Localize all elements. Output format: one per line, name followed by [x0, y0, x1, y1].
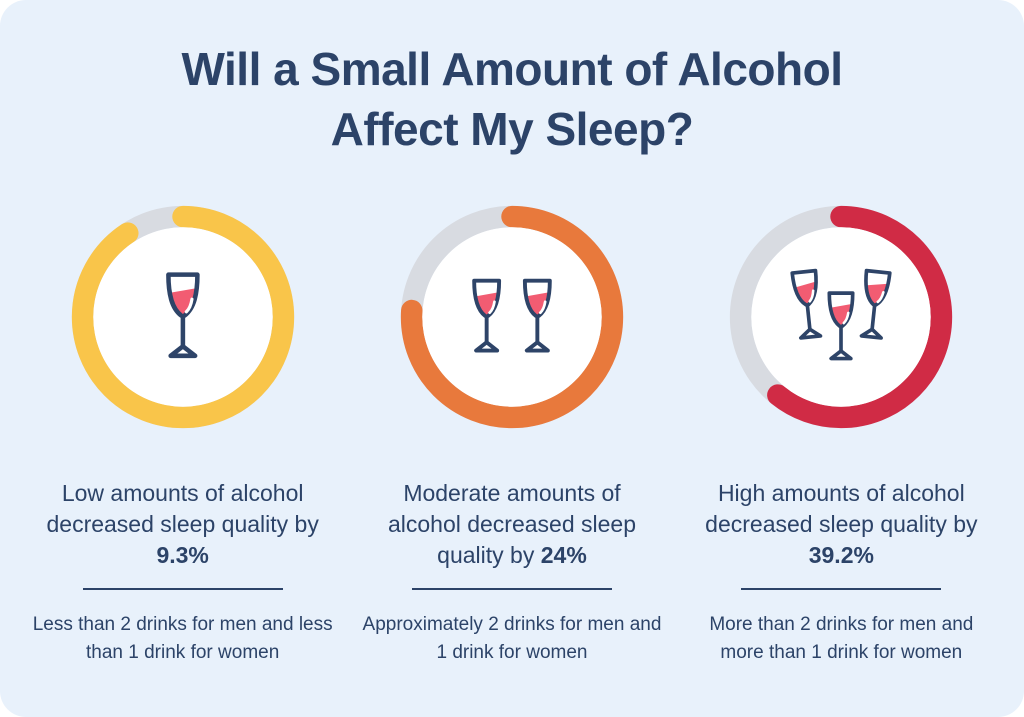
gauge-caption-low: Low amounts of alcohol decreased sleep q… [38, 478, 328, 572]
stat-value-high: 39.2% [808, 542, 874, 569]
gauge-caption-high: High amounts of alcohol decreased sleep … [696, 478, 986, 572]
gauge-card-high: High amounts of alcohol decreased sleep … [677, 200, 1006, 667]
caption-text: Low amounts of alcohol decreased sleep q… [46, 479, 319, 537]
gauge-inner-disc [422, 226, 602, 407]
caption-text: High amounts of alcohol decreased sleep … [705, 479, 978, 537]
divider-line [411, 588, 612, 591]
page-title: Will a Small Amount of Alcohol Affect My… [0, 40, 1024, 160]
caption-text: Moderate amounts of alcohol decreased sl… [387, 479, 637, 569]
donut-gauge-high [730, 205, 953, 428]
stat-value-moderate: 24% [540, 542, 587, 569]
gauge-note-high: More than 2 drinks for men and more than… [709, 614, 974, 663]
gauge-note-low: Less than 2 drinks for men and less than… [32, 614, 333, 663]
gauge-caption-moderate: Moderate amounts of alcohol decreased sl… [367, 478, 657, 572]
gauge-card-low: Low amounts of alcohol decreased sleep q… [18, 200, 347, 667]
gauge-columns: Low amounts of alcohol decreased sleep q… [0, 200, 1024, 667]
gauge-note-moderate: Approximately 2 drinks for men and 1 dri… [362, 614, 662, 663]
page-title-line1: Will a Small Amount of Alcohol [181, 43, 843, 95]
gauge-card-moderate: Moderate amounts of alcohol decreased sl… [347, 200, 676, 667]
donut-gauge-low [71, 205, 294, 428]
page-title-line2: Affect My Sleep? [330, 102, 694, 155]
divider-line [82, 588, 283, 591]
gauge-arc-moderate [400, 205, 624, 428]
gauge-arc-high [730, 205, 953, 428]
divider-line [741, 588, 942, 591]
gauge-arc-low [71, 205, 294, 428]
stat-value-low: 9.3% [156, 542, 209, 569]
donut-gauge-moderate [400, 205, 624, 428]
